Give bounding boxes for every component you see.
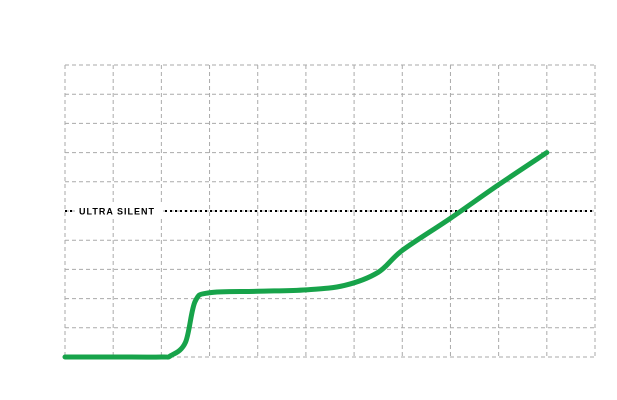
- reference-label: ULTRA SILENT: [79, 206, 155, 216]
- data-line: [62, 150, 550, 360]
- reference-label-bg: [75, 204, 163, 218]
